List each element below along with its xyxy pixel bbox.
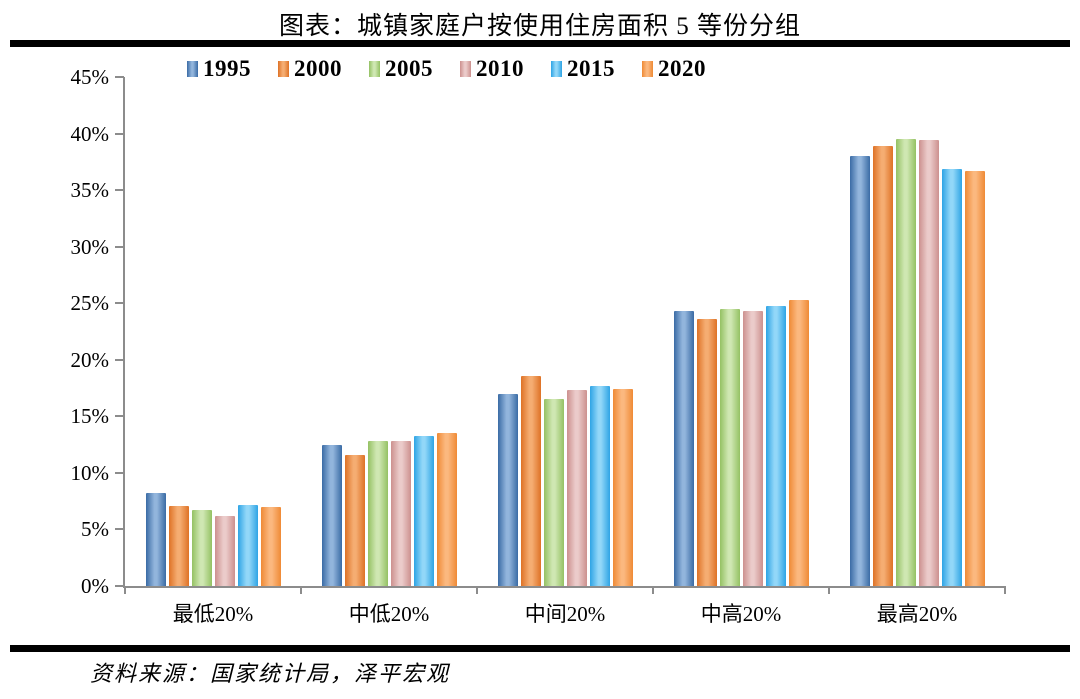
bar-2005-中高20% (719, 308, 740, 586)
bar-group-1 (125, 77, 301, 586)
legend-item-2010: 2010 (460, 56, 524, 82)
bar-2000-中间20% (520, 375, 541, 586)
y-axis-tick-label: 10% (70, 460, 110, 485)
bar-2005-中低20% (367, 441, 388, 586)
y-axis-tick (115, 358, 124, 361)
y-axis-tick-label: 15% (70, 404, 110, 429)
legend-item-2000: 2000 (278, 56, 342, 82)
bar-2015-中高20% (765, 305, 786, 586)
bar-2015-最高20% (941, 168, 962, 586)
legend-label: 2000 (294, 56, 342, 81)
bar-1995-中低20% (321, 444, 342, 586)
footer-divider-rule (10, 645, 1070, 652)
bar-2005-最低20% (191, 510, 212, 586)
bar-2010-中高20% (742, 311, 763, 586)
y-axis-tick (115, 415, 124, 418)
bar-2015-最低20% (237, 504, 258, 586)
bar-group-4 (653, 77, 829, 586)
legend-label: 1995 (203, 56, 251, 81)
x-axis-tick (652, 586, 654, 594)
y-axis-tick-label: 45% (70, 65, 110, 89)
bar-group-2 (301, 77, 477, 586)
bar-2000-中低20% (344, 454, 365, 586)
legend-swatch-icon (642, 61, 653, 77)
bar-1995-最低20% (145, 493, 166, 586)
chart-title: 图表：城镇家庭户按使用住房面积 5 等份分组 (278, 13, 801, 40)
x-axis-labels: 最低20% 中低20% 中间20% 中高20% 最高20% (125, 598, 1005, 628)
bar-2000-最高20% (872, 146, 893, 586)
legend-item-2020: 2020 (642, 56, 706, 82)
bar-2005-最高20% (895, 139, 916, 586)
legend-swatch-icon (187, 61, 198, 77)
y-axis-tick-label: 5% (81, 517, 109, 542)
bar-2010-中低20% (390, 441, 411, 586)
y-axis-tick-label: 20% (70, 347, 110, 372)
bar-groups (125, 77, 1005, 586)
bar-2010-最低20% (214, 515, 235, 586)
x-axis-tick (300, 586, 302, 594)
legend-swatch-icon (460, 61, 471, 77)
bar-2020-中高20% (788, 299, 809, 586)
bar-2015-中低20% (413, 435, 434, 586)
bar-2020-最高20% (964, 170, 985, 586)
legend-item-1995: 1995 (187, 56, 251, 82)
chart-legend: 1995 2000 2005 2010 2015 2020 (187, 56, 706, 82)
bar-2015-中间20% (589, 385, 610, 586)
y-axis-tick (115, 585, 124, 587)
x-axis-tick (124, 586, 126, 594)
plot-area: 1995 2000 2005 2010 2015 2020 最低20% 中低20% 中间20%… (71, 56, 1006, 626)
title-divider-rule (10, 40, 1070, 47)
y-axis-tick-label: 0% (81, 574, 109, 598)
y-axis-tick (115, 76, 124, 78)
legend-swatch-icon (369, 61, 380, 77)
legend-label: 2015 (567, 56, 615, 81)
bar-2020-中间20% (612, 389, 633, 586)
bar-2020-中低20% (436, 433, 457, 586)
x-axis-label: 中低20% (348, 602, 430, 626)
bar-2000-中高20% (696, 319, 717, 586)
y-axis-tick (115, 528, 124, 531)
x-axis-label: 中高20% (700, 602, 782, 626)
legend-swatch-icon (551, 61, 562, 77)
legend-label: 2020 (658, 56, 706, 81)
bar-2010-中间20% (566, 390, 587, 586)
bar-2000-最低20% (168, 505, 189, 586)
legend-item-2005: 2005 (369, 56, 433, 82)
y-axis-tick-label: 30% (70, 234, 110, 259)
legend-swatch-icon (278, 61, 289, 77)
y-axis-tick-label: 40% (70, 121, 110, 146)
y-axis-tick-label: 35% (70, 178, 110, 203)
bar-2010-最高20% (918, 140, 939, 586)
legend-label: 2005 (385, 56, 433, 81)
bar-1995-中高20% (673, 311, 694, 586)
x-axis-tick (1004, 586, 1006, 594)
y-axis-tick (115, 302, 124, 305)
legend-item-2015: 2015 (551, 56, 615, 82)
y-axis-tick (115, 132, 124, 135)
y-axis-tick (115, 245, 124, 248)
bar-group-3 (477, 77, 653, 586)
x-axis-label: 最高20% (876, 602, 958, 626)
source-note: 资料来源：国家统计局，泽平宏观 (90, 661, 451, 686)
y-axis-tick (115, 189, 124, 192)
bar-2020-最低20% (260, 506, 281, 586)
bar-2005-中间20% (543, 399, 564, 586)
bar-1995-中间20% (497, 393, 518, 586)
x-axis-label: 中间20% (524, 602, 606, 626)
bar-group-5 (829, 77, 1005, 586)
legend-label: 2010 (476, 56, 524, 81)
bar-1995-最高20% (849, 156, 870, 586)
y-axis-tick-label: 25% (70, 291, 110, 316)
x-axis-tick (476, 586, 478, 594)
y-axis-tick (115, 471, 124, 474)
x-axis-label: 最低20% (172, 602, 254, 626)
x-axis-tick (828, 586, 830, 594)
